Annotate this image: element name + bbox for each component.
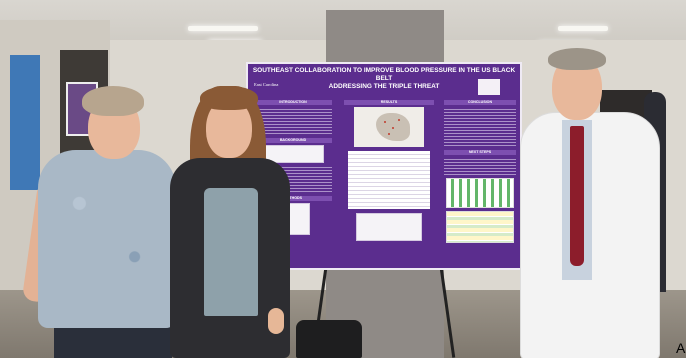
map-marker	[384, 121, 386, 123]
ceiling-light	[188, 26, 258, 31]
color-table-figure	[446, 211, 514, 243]
section-next-steps: NEXT STEPS	[444, 150, 516, 155]
section-background: BACKGROUND	[254, 138, 332, 143]
edge-glyph: A	[676, 340, 686, 356]
poster-column-right: CONCLUSION NEXT STEPS	[444, 100, 516, 266]
section-introduction: INTRODUCTION	[254, 100, 332, 105]
university-logo: East Carolina	[254, 82, 279, 87]
partner-logo	[478, 79, 500, 95]
poster-column-center: RESULTS	[344, 100, 434, 266]
poster-authors	[278, 84, 498, 88]
woman-left-hair	[82, 86, 144, 116]
ceiling-light	[558, 26, 608, 31]
results-table-small	[356, 213, 422, 241]
woman-center-hand	[268, 308, 284, 334]
section-results: RESULTS	[344, 100, 434, 105]
backpack	[296, 320, 362, 358]
section-methods: METHODS	[254, 196, 332, 201]
poster-title: SOUTHEAST COLLABORATION TO IMPROVE BLOOD…	[248, 67, 520, 91]
map-marker	[398, 119, 400, 121]
woman-center-hair-top	[200, 86, 258, 110]
text-block	[444, 157, 516, 175]
research-poster: SOUTHEAST COLLABORATION TO IMPROVE BLOOD…	[246, 62, 522, 270]
results-table	[348, 151, 430, 209]
section-conclusion: CONCLUSION	[444, 100, 516, 105]
text-block	[444, 107, 516, 147]
text-block	[254, 107, 332, 135]
bar-chart-figure	[446, 178, 514, 208]
results-map	[354, 107, 424, 147]
poster-title-line2: ADDRESSING THE TRIPLE THREAT	[328, 83, 440, 90]
map-marker	[388, 133, 390, 135]
poster-title-line1: SOUTHEAST COLLABORATION TO IMPROVE BLOOD…	[252, 67, 516, 82]
man-hair	[548, 48, 606, 70]
map-marker	[392, 127, 394, 129]
man-tie	[570, 126, 584, 266]
woman-left-shirt	[38, 150, 176, 328]
blue-board	[10, 55, 40, 190]
woman-center-top	[204, 188, 258, 316]
